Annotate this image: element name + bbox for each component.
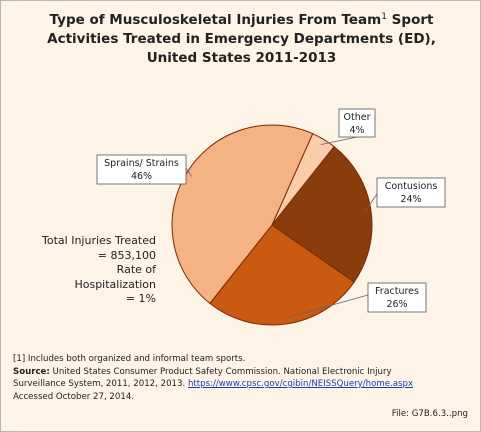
slice-label-box	[96, 154, 187, 185]
hospitalization-rate-stat: Rate of Hospitalization = 1%	[37, 263, 156, 307]
chart-title: Type of Musculoskeletal Injuries From Te…	[11, 11, 472, 68]
source-line-1: Source: United States Consumer Product S…	[13, 366, 473, 379]
slice-value-label: 4%	[349, 125, 364, 136]
slice-label: Other	[344, 112, 371, 123]
footnote-1: [1] Includes both organized and informal…	[13, 354, 246, 364]
source-label: Source:	[13, 366, 50, 377]
footnotes: [1] Includes both organized and informal…	[13, 353, 473, 403]
pie-slice-fractures	[209, 224, 355, 326]
slice-label: Contusions	[385, 181, 438, 192]
source-text-2: Surveillance System, 2011, 2012, 2013.	[13, 379, 188, 389]
hospitalization-rate-value: = 1%	[125, 292, 156, 305]
slice-label: Sprains/ Strains	[104, 158, 179, 169]
title-line1-pre: Type of Musculoskeletal Injuries From Te…	[49, 12, 382, 28]
leader-line	[185, 167, 192, 177]
total-injuries-value: = 853,100	[97, 248, 156, 262]
pie-slice-sprains-strains	[171, 124, 314, 305]
leader-line	[364, 193, 378, 212]
leader-line	[285, 294, 369, 319]
total-injuries-label: Total Injuries Treated	[42, 234, 156, 247]
slice-label-box	[376, 177, 446, 208]
slice-label: Fractures	[375, 286, 419, 297]
slice-value-label: 26%	[386, 299, 407, 310]
leader-line	[320, 136, 358, 145]
slice-value-label: 24%	[400, 194, 421, 205]
accessed-date: Accessed October 27, 2014.	[13, 391, 135, 402]
source-text-1: United States Consumer Product Safety Co…	[49, 366, 392, 377]
pie-slice-contusions	[271, 145, 373, 283]
hospitalization-rate-label: Rate of Hospitalization	[74, 263, 156, 291]
source-line-2: Surveillance System, 2011, 2012, 2013. h…	[13, 378, 473, 391]
file-name-note: File: G7B.6.3..png	[391, 409, 468, 419]
title-superscript: 1	[381, 12, 387, 22]
slice-label-box	[367, 282, 427, 313]
slice-label-box	[338, 108, 376, 138]
title-line2: Activities Treated in Emergency Departme…	[47, 31, 436, 47]
title-line3: United States 2011-2013	[146, 50, 337, 66]
slice-value-label: 46%	[131, 171, 152, 182]
total-injuries-stat: Total Injuries Treated = 853,100	[41, 234, 156, 263]
title-line1-post: Sport	[386, 12, 434, 28]
source-link[interactable]: https://www.cpsc.gov/cgibin/NEISSQuery/h…	[187, 379, 414, 389]
